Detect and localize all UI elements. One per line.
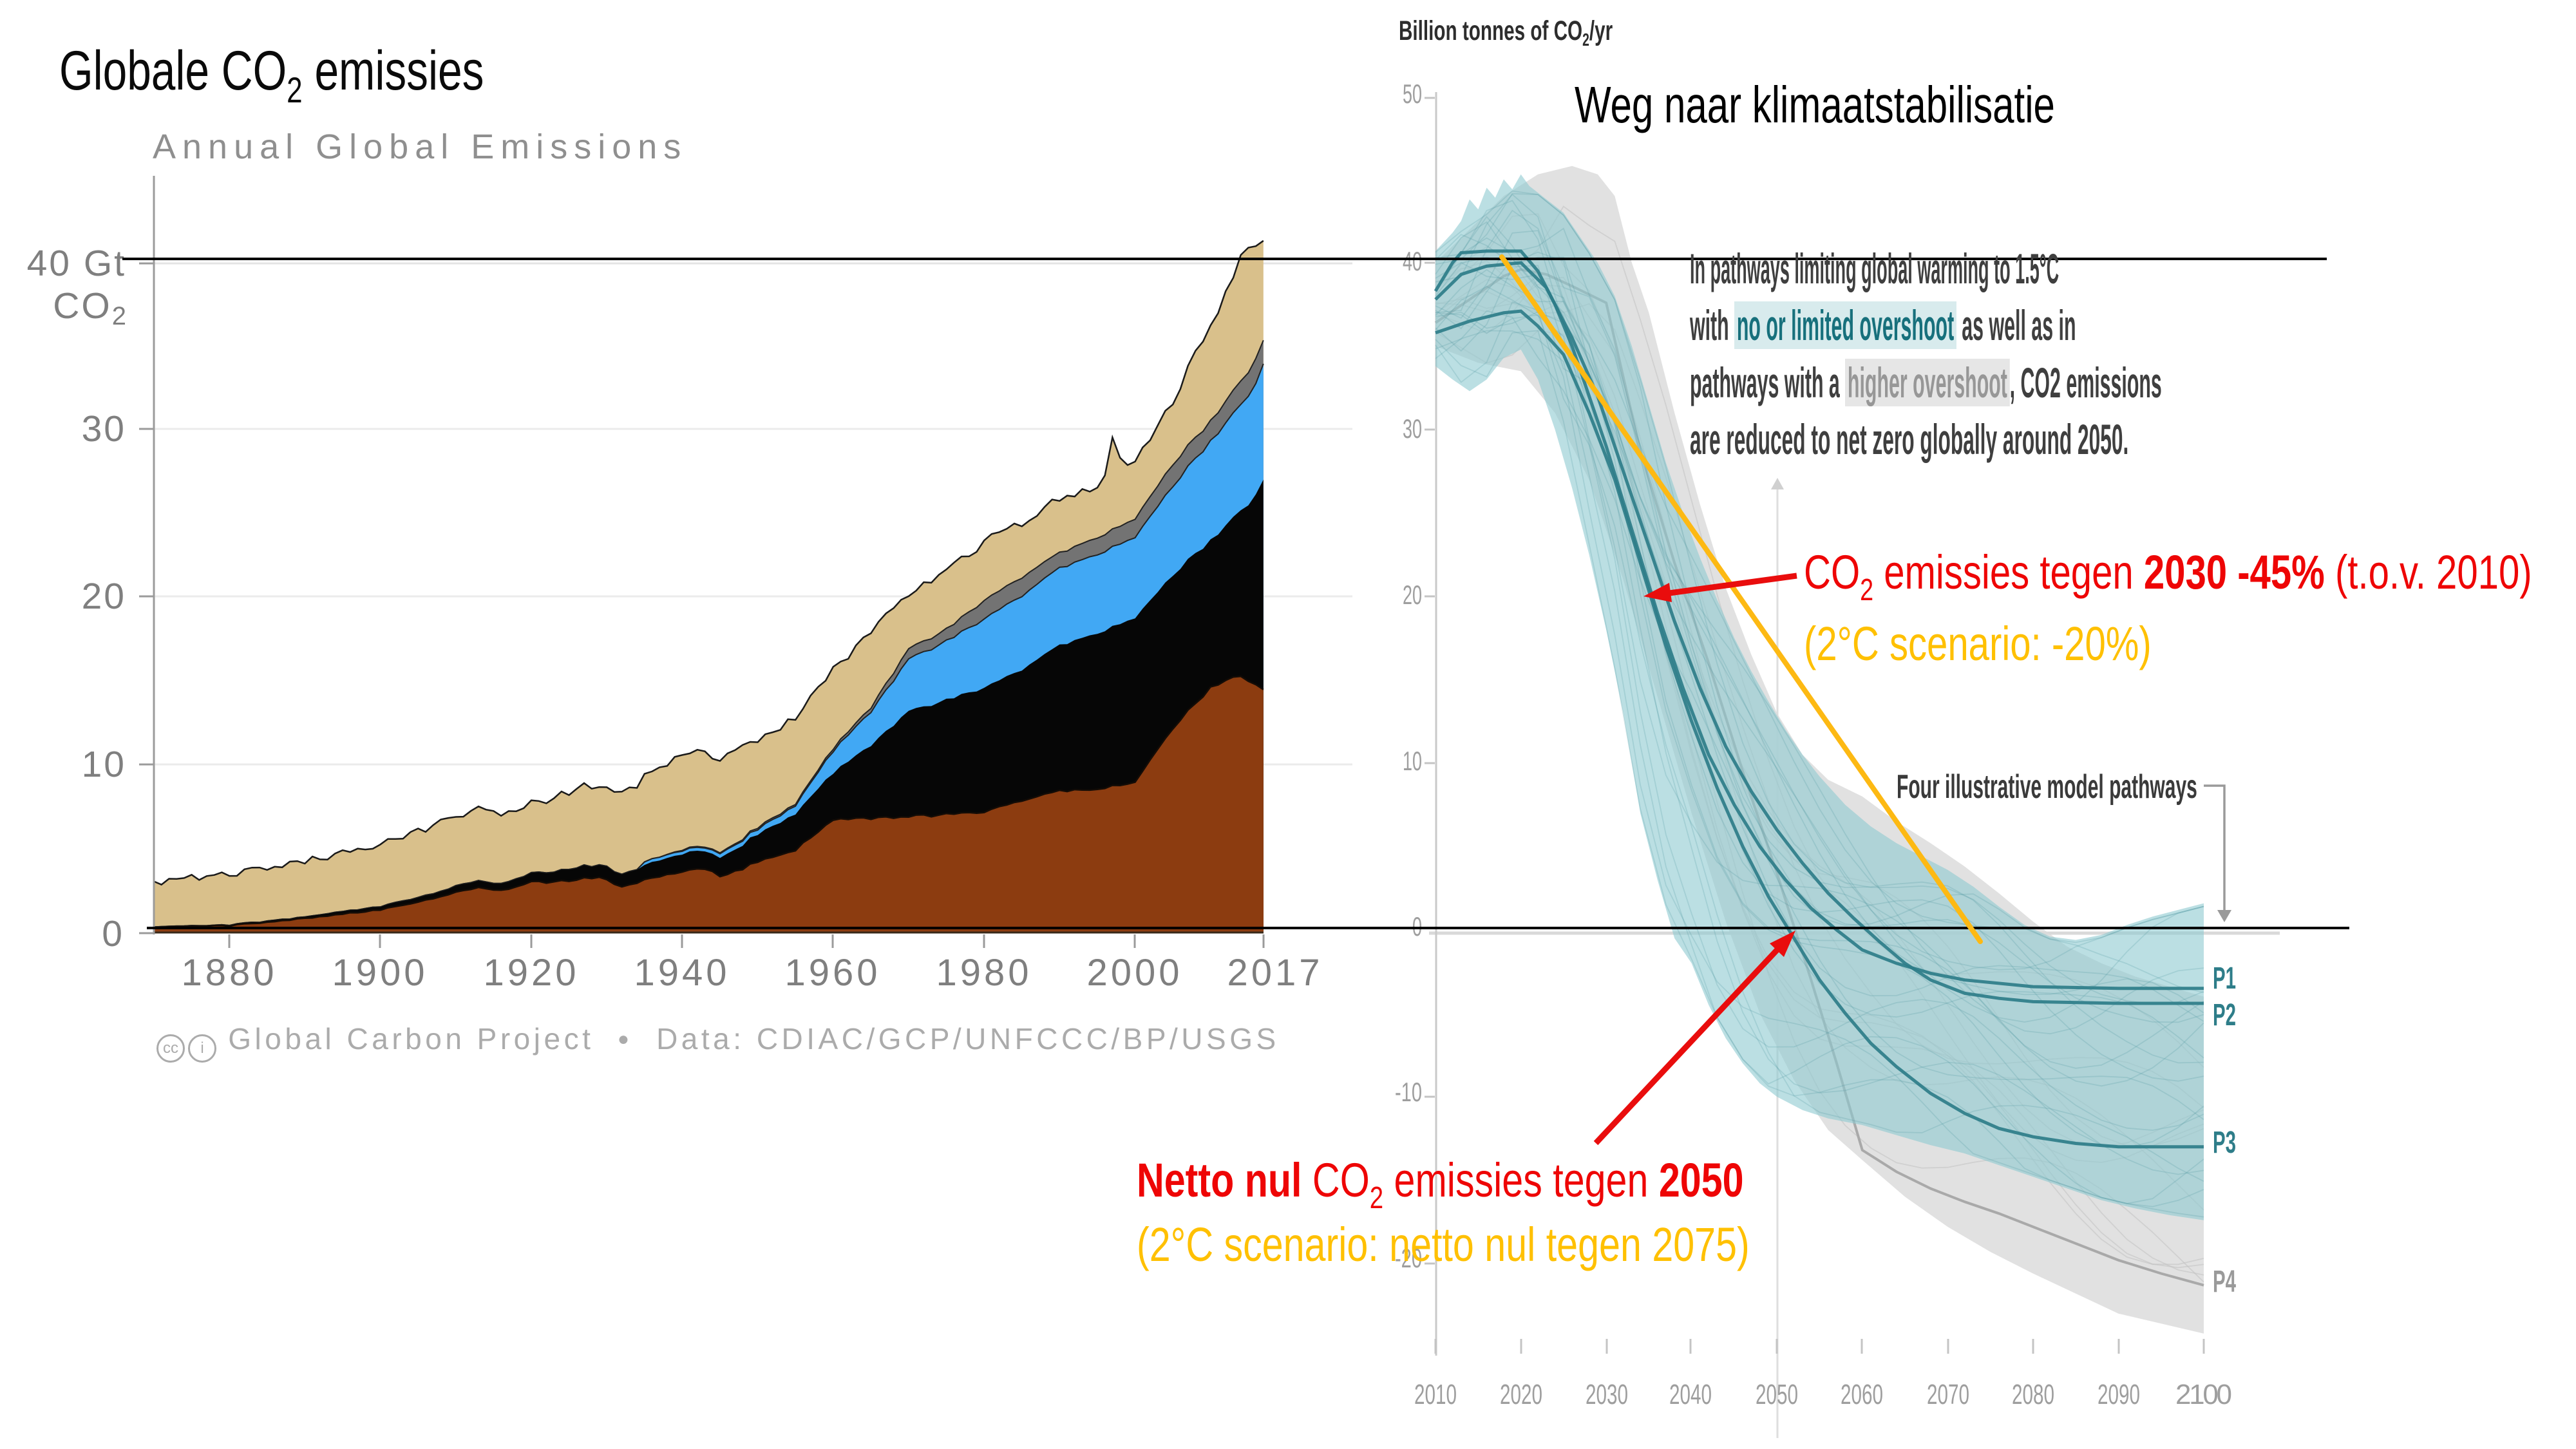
svg-text:P3: P3: [2213, 1126, 2236, 1160]
svg-text:2090: 2090: [2098, 1379, 2140, 1410]
svg-text:0: 0: [1412, 911, 1422, 942]
svg-text:1880: 1880: [181, 952, 277, 994]
svg-text:-20: -20: [1395, 1243, 1422, 1273]
svg-text:2030: 2030: [1586, 1379, 1628, 1410]
svg-text:2080: 2080: [2012, 1379, 2054, 1410]
svg-text:40: 40: [1403, 246, 1422, 276]
svg-text:2100: 2100: [2175, 1379, 2232, 1410]
svg-text:0: 0: [102, 913, 124, 954]
svg-text:2040: 2040: [1669, 1379, 1712, 1410]
svg-text:P1: P1: [2213, 961, 2236, 996]
svg-text:30: 30: [1403, 413, 1422, 444]
svg-text:2017: 2017: [1227, 952, 1323, 994]
svg-text:1900: 1900: [332, 952, 428, 994]
svg-text:P2: P2: [2213, 998, 2236, 1032]
svg-text:-10: -10: [1395, 1077, 1422, 1107]
svg-text:40 Gt: 40 Gt: [27, 243, 126, 284]
svg-text:2060: 2060: [1841, 1379, 1883, 1410]
svg-text:1960: 1960: [784, 952, 880, 994]
svg-text:1920: 1920: [483, 952, 579, 994]
svg-text:1980: 1980: [936, 952, 1032, 994]
svg-text:2000: 2000: [1086, 952, 1182, 994]
svg-text:30: 30: [82, 408, 126, 450]
svg-text:20: 20: [1403, 580, 1422, 610]
svg-text:2070: 2070: [1927, 1379, 1969, 1410]
svg-text:50: 50: [1403, 79, 1422, 109]
svg-text:2020: 2020: [1500, 1379, 1542, 1410]
svg-text:2050: 2050: [1756, 1379, 1798, 1410]
svg-text:20: 20: [82, 576, 126, 617]
svg-text:1940: 1940: [634, 952, 730, 994]
svg-text:10: 10: [1403, 746, 1422, 776]
svg-text:CO2: CO2: [53, 285, 128, 330]
svg-text:P4: P4: [2213, 1265, 2236, 1299]
svg-text:10: 10: [82, 744, 126, 785]
svg-text:2010: 2010: [1414, 1379, 1457, 1410]
